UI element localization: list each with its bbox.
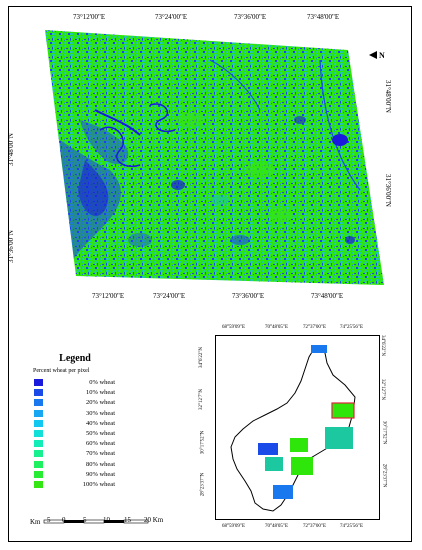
inset-tile <box>290 438 308 452</box>
study-area-highlight <box>331 402 355 419</box>
inset-tile <box>258 443 278 455</box>
legend-swatch <box>34 430 43 437</box>
map-frame <box>8 6 412 542</box>
inset-right-lat-2: 32°12'7"N <box>380 378 386 401</box>
inset-bottom-lon-4: 74°25'56"E <box>340 524 363 529</box>
legend-label: 10% wheat <box>85 389 115 397</box>
inset-bottom-lon-3: 72°37'00"E <box>303 524 326 529</box>
legend-item: 70% wheat <box>34 449 115 458</box>
top-lon-label-4: 73°48'00"E <box>307 13 340 21</box>
legend-item: 10% wheat <box>34 388 115 397</box>
inset-left-lat-3: 30°17'52"N <box>200 430 206 455</box>
wheat-raster-map: N <box>45 30 385 285</box>
inset-right-lat-4: 28°23'37"N <box>381 463 387 488</box>
inset-map-frame <box>215 335 380 520</box>
legend-swatch <box>34 399 43 407</box>
legend-swatch <box>34 470 43 478</box>
svg-text:Km: Km <box>30 518 41 526</box>
legend-label: 30% wheat <box>85 409 115 417</box>
scale-tick-label: 5 <box>47 516 51 524</box>
legend-title: Legend <box>59 353 91 364</box>
legend-label: 40% wheat <box>85 419 115 427</box>
scale-tick-label: 10 <box>103 516 110 524</box>
legend-label: 80% wheat <box>85 460 115 468</box>
legend-item: 0% wheat <box>34 378 115 387</box>
legend-swatch <box>34 481 43 488</box>
legend-label: 50% wheat <box>85 430 115 437</box>
inset-left-lat-1: 34°6'22"N <box>199 346 205 369</box>
legend-subtitle: Percent wheat per pixel <box>33 368 90 374</box>
legend-item: 90% wheat <box>34 470 115 479</box>
inset-top-lon-4: 74°25'56"E <box>340 325 363 330</box>
north-arrow-icon: N <box>369 51 385 60</box>
bottom-lon-label-3: 73°36'00"E <box>232 292 265 300</box>
inset-top-lon-1: 68°59'09"E <box>222 325 245 330</box>
inset-tile <box>273 485 293 499</box>
inset-left-lat-4: 28°23'37"N <box>200 472 206 497</box>
inset-right-lat-3: 30°17'52"N <box>381 420 387 445</box>
legend-label: 70% wheat <box>85 450 115 458</box>
inset-top-lon-3: 72°37'00"E <box>303 325 326 330</box>
inset-bottom-lon-1: 68°59'09"E <box>222 524 245 529</box>
blue-low-wheat-areas <box>60 59 361 275</box>
legend-item: 30% wheat <box>34 409 115 418</box>
inset-bottom-lon-2: 70°48'05"E <box>265 524 288 529</box>
legend-label: 20% wheat <box>85 399 115 407</box>
scale-tick-label: 20 Km <box>144 516 164 524</box>
legend-swatch <box>34 389 43 397</box>
legend-item: 100% wheat <box>34 480 115 489</box>
legend-label: 60% wheat <box>85 440 115 448</box>
legend-label: 0% wheat <box>89 379 115 386</box>
inset-map <box>230 345 356 512</box>
legend-item: 40% wheat <box>34 419 115 428</box>
legend-label: 100% wheat <box>82 481 115 488</box>
inset-tile <box>311 345 327 353</box>
legend-item: 60% wheat <box>34 439 115 448</box>
legend-item: 50% wheat <box>34 429 115 438</box>
svg-text:N: N <box>379 51 385 60</box>
legend-item: 80% wheat <box>34 460 115 469</box>
bottom-lon-label-4: 73°48'00"E <box>311 292 344 300</box>
legend-swatch <box>34 450 43 458</box>
legend-label: 90% wheat <box>85 470 115 478</box>
scale-tick-label: 15 <box>124 516 131 524</box>
inset-tile <box>325 427 353 449</box>
legend-swatch <box>34 419 43 427</box>
bottom-lon-label-1: 73°12'00"E <box>92 292 125 300</box>
inset-tile <box>291 457 313 475</box>
legend-swatch <box>34 379 43 386</box>
legend-item: 20% wheat <box>34 398 115 407</box>
inset-tile <box>265 457 283 471</box>
legend-swatch <box>34 409 43 417</box>
top-lon-label-1: 73°12'00"E <box>73 13 106 21</box>
legend-swatch <box>34 460 43 468</box>
bottom-lon-label-2: 73°24'00"E <box>153 292 186 300</box>
inset-right-lat-1: 34°6'22"N <box>380 334 386 357</box>
legend-swatch <box>34 440 43 448</box>
top-lon-label-3: 73°36'00"E <box>234 13 267 21</box>
scale-bar: Km <box>30 518 149 526</box>
scale-tick-label: 5 <box>83 516 87 524</box>
top-lon-label-2: 73°24'00"E <box>155 13 188 21</box>
scale-tick-label: 0 <box>62 516 66 524</box>
inset-top-lon-2: 70°48'05"E <box>265 325 288 330</box>
inset-left-lat-2: 32°12'7"N <box>199 388 205 411</box>
